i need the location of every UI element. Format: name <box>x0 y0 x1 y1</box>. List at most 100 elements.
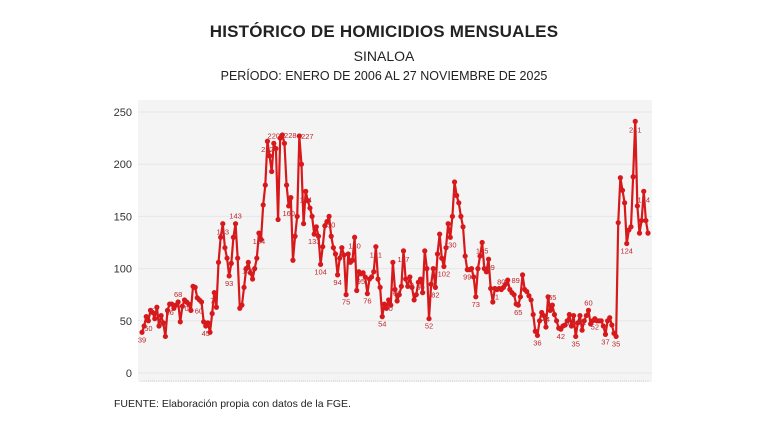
data-label: 35 <box>612 339 620 348</box>
data-point <box>636 230 643 236</box>
data-label: 106 <box>242 266 255 275</box>
data-point <box>434 251 441 257</box>
data-point <box>447 234 453 240</box>
data-point <box>422 248 428 254</box>
data-point <box>292 233 298 239</box>
data-label: 92 <box>406 281 414 290</box>
data-point <box>456 200 462 206</box>
data-label: 44 <box>542 315 550 324</box>
data-point <box>581 318 587 324</box>
data-label: 150 <box>323 220 336 229</box>
data-point <box>141 323 147 329</box>
data-point <box>279 132 285 138</box>
data-point <box>145 318 151 324</box>
data-label: 95 <box>357 277 365 286</box>
data-point <box>407 274 413 280</box>
data-point <box>517 294 524 300</box>
data-point <box>377 284 383 290</box>
data-point <box>570 312 577 319</box>
data-point <box>169 301 175 307</box>
data-point <box>445 221 451 227</box>
data-point <box>296 133 302 139</box>
data-point <box>288 195 294 201</box>
data-label: 93 <box>225 279 233 288</box>
data-label: 52 <box>425 322 433 331</box>
data-label: 35 <box>572 339 580 348</box>
data-point <box>162 333 168 340</box>
data-point <box>381 301 387 307</box>
data-point <box>575 320 581 326</box>
data-point <box>215 259 222 265</box>
data-point <box>483 269 490 275</box>
data-point <box>602 331 609 337</box>
data-point <box>313 224 319 230</box>
data-label: 39 <box>138 335 146 344</box>
data-point <box>413 292 419 298</box>
data-point <box>192 284 198 290</box>
data-point <box>568 323 575 329</box>
data-point <box>228 260 234 266</box>
data-point <box>143 314 149 320</box>
data-point <box>583 312 589 319</box>
data-point <box>269 168 275 175</box>
data-point <box>564 318 570 324</box>
data-point <box>458 213 464 219</box>
data-point <box>441 263 447 270</box>
data-point <box>622 200 628 206</box>
data-point <box>528 297 534 303</box>
data-point <box>158 312 164 319</box>
data-point <box>630 174 636 180</box>
data-label: 60 <box>195 306 203 315</box>
data-point <box>585 307 592 313</box>
data-label: 134 <box>253 237 266 246</box>
data-label: 45 <box>202 329 210 338</box>
y-tick-label: 150 <box>114 211 132 223</box>
data-point <box>175 299 181 305</box>
data-point <box>598 318 604 324</box>
data-point <box>392 286 398 293</box>
data-point <box>245 259 251 265</box>
data-point <box>309 213 315 219</box>
data-point <box>577 312 583 319</box>
data-point <box>547 307 553 313</box>
data-point <box>354 287 360 294</box>
data-point <box>332 251 339 257</box>
data-label: 241 <box>629 125 642 134</box>
data-point <box>254 255 260 261</box>
data-label: 117 <box>398 255 410 264</box>
data-point <box>609 322 615 328</box>
data-label: 143 <box>229 212 242 221</box>
data-point <box>519 272 526 278</box>
data-point <box>317 261 324 268</box>
data-point <box>479 239 485 246</box>
data-point <box>209 310 215 317</box>
data-point <box>403 276 409 282</box>
data-point <box>349 257 356 263</box>
data-label: 36 <box>533 338 541 347</box>
chart-source: FUENTE: Elaboración propia con datos de … <box>114 398 351 410</box>
data-point <box>383 305 390 311</box>
data-label: 130 <box>444 240 457 249</box>
data-label: 174 <box>299 195 312 204</box>
data-point <box>232 221 239 227</box>
data-point <box>398 283 404 289</box>
data-point <box>160 320 166 326</box>
data-point <box>645 230 651 236</box>
data-point <box>443 245 449 251</box>
data-label: 99 <box>463 273 471 282</box>
data-point <box>247 270 254 276</box>
data-point <box>420 290 426 296</box>
data-label: 70 <box>384 304 392 313</box>
data-label: 73 <box>472 300 480 309</box>
data-point <box>428 281 434 287</box>
data-point <box>375 276 381 282</box>
data-point <box>526 293 532 299</box>
data-point <box>226 273 232 279</box>
data-point <box>477 253 483 259</box>
data-point <box>411 297 417 303</box>
data-point <box>281 140 288 146</box>
data-point <box>545 294 551 300</box>
chart-period: PERÍODO: ENERO DE 2006 AL 27 NOVIEMBRE D… <box>220 69 548 83</box>
data-point <box>179 303 185 309</box>
data-point <box>405 283 411 289</box>
